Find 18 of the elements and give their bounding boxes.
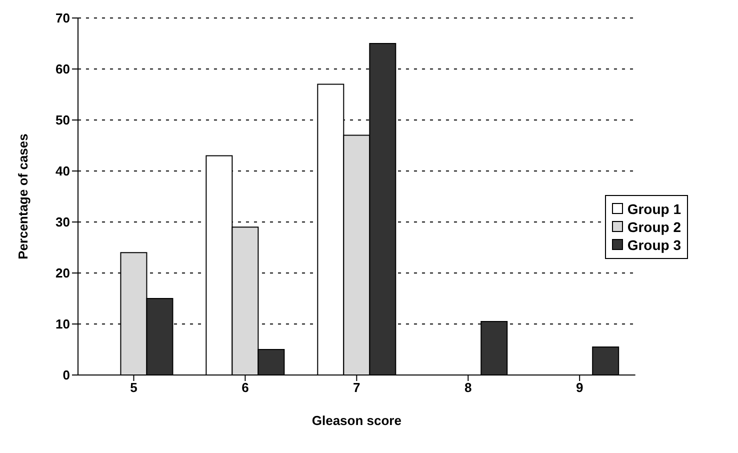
y-tick-label: 20: [56, 266, 70, 281]
legend-label: Group 3: [627, 236, 681, 252]
x-axis-title: Gleason score: [312, 413, 402, 428]
y-tick-label: 40: [56, 164, 70, 179]
y-tick-label: 70: [56, 10, 70, 26]
y-tick-label: 30: [56, 214, 70, 230]
x-tick-label: 9: [576, 380, 584, 396]
y-tick-label: 10: [56, 316, 70, 332]
y-axis-title: Percentage of cases: [16, 134, 31, 260]
y-tick-label: 60: [56, 62, 70, 77]
x-tick-label: 5: [130, 380, 138, 396]
x-tick-label: 8: [464, 380, 472, 396]
legend-label: Group 1: [627, 200, 681, 216]
y-tick-label: 50: [56, 112, 70, 128]
x-tick-label: 7: [353, 380, 360, 396]
legend-label: Group 2: [627, 218, 681, 234]
y-tick-label: 0: [62, 368, 70, 383]
x-tick-label: 6: [242, 380, 249, 396]
